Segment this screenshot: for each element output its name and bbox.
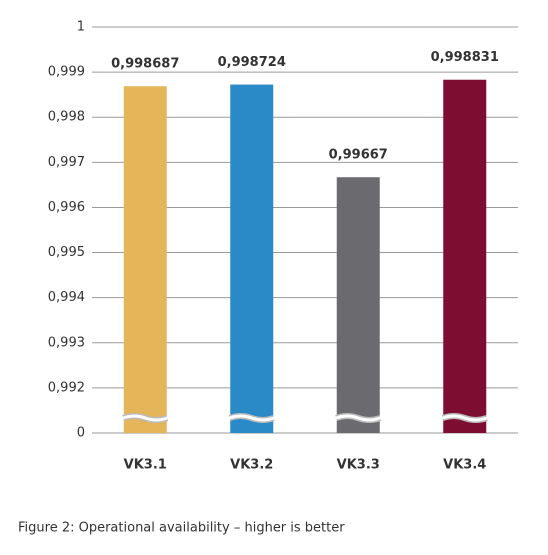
y-tick-label: 0 — [77, 426, 85, 441]
x-tick-label: VK3.2 — [230, 458, 273, 473]
x-tick-label: VK3.4 — [443, 458, 486, 473]
y-tick-label: 0,992 — [48, 380, 85, 395]
y-tick-label: 0,999 — [48, 65, 85, 80]
axis-break — [229, 414, 275, 422]
value-label: 0,99667 — [329, 148, 388, 163]
y-tick-label: 0,993 — [48, 335, 85, 350]
x-tick-label: VK3.1 — [124, 458, 167, 473]
axis-break — [442, 414, 488, 422]
value-label: 0,998724 — [218, 55, 286, 70]
bar — [443, 79, 487, 433]
y-tick-label: 0,996 — [48, 200, 85, 215]
caption: Figure 2: Operational availability – hig… — [18, 521, 345, 536]
axis-break — [335, 414, 381, 422]
value-label: 0,998831 — [431, 50, 499, 65]
y-tick-label: 0,994 — [48, 290, 85, 305]
y-tick-label: 1 — [77, 20, 85, 35]
bar — [123, 86, 167, 433]
axis-break — [122, 414, 168, 422]
y-tick-label: 0,997 — [48, 155, 85, 170]
bar — [230, 84, 274, 434]
y-tick-label: 0,998 — [48, 110, 85, 125]
y-tick-label: 0,995 — [48, 245, 85, 260]
x-tick-label: VK3.3 — [337, 458, 380, 473]
value-label: 0,998687 — [111, 57, 179, 72]
bar — [336, 177, 380, 433]
